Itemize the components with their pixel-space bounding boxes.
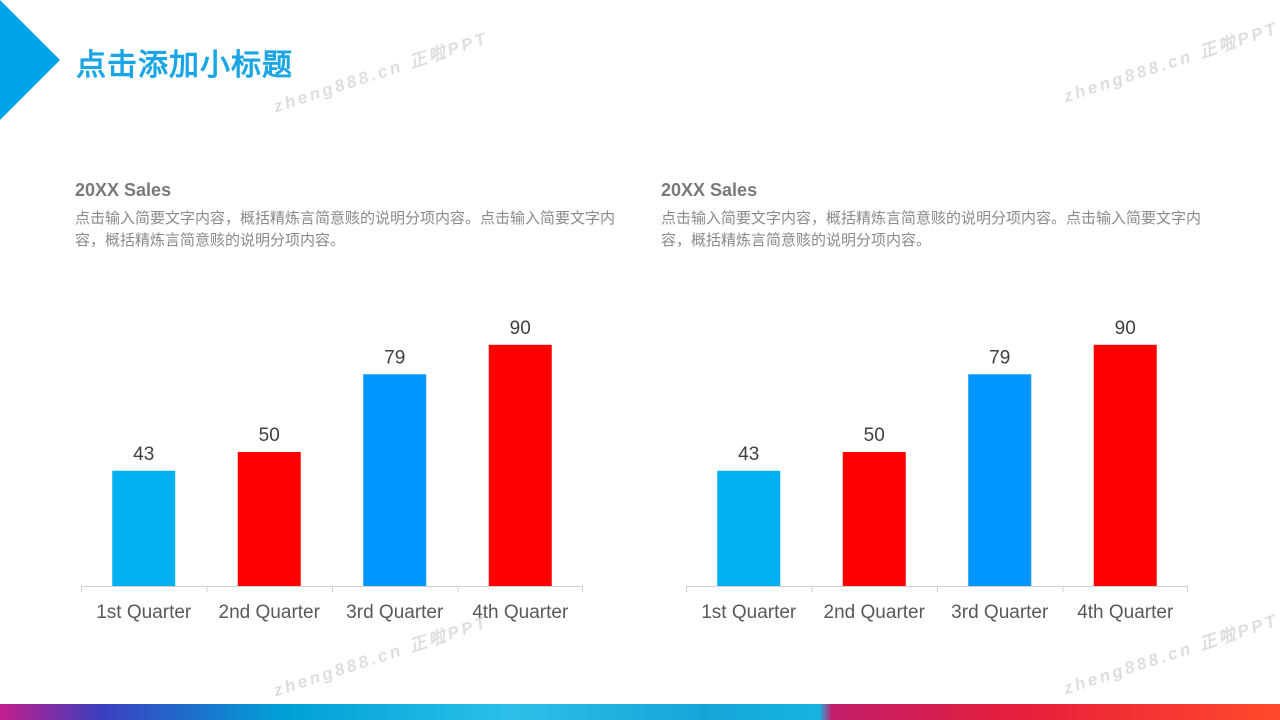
data-label: 79 — [384, 347, 405, 368]
sales-panel-right: 20XX Sales 点击输入简要文字内容，概括精炼言简意赅的说明分项内容。点击… — [661, 176, 1221, 251]
tick-label: 2nd Quarter — [824, 602, 926, 623]
bar-chart-right: 43 1st Quarter 50 2nd Quarter 79 3rd Quarter 9… — [686, 318, 1188, 623]
bar — [968, 374, 1032, 586]
data-label: 43 — [133, 444, 154, 465]
bar — [842, 452, 906, 586]
data-label: 90 — [510, 318, 531, 339]
panel-heading: 20XX Sales — [75, 180, 172, 200]
data-label: 50 — [864, 425, 885, 446]
tick-label: 2nd Quarter — [219, 602, 321, 623]
data-label: 43 — [738, 444, 759, 465]
panel-description: 点击输入简要文字内容，概括精炼言简意赅的说明分项内容。点击输入简要文字内容，概括… — [661, 209, 1202, 249]
bar — [717, 470, 781, 586]
data-label: 79 — [989, 347, 1010, 368]
tick-label: 3rd Quarter — [346, 602, 444, 623]
data-label: 90 — [1115, 318, 1136, 339]
bottom-gradient-bar — [0, 704, 1280, 720]
bar — [237, 452, 301, 586]
tick-label: 3rd Quarter — [951, 602, 1049, 623]
watermark: zheng888.cn 正啦PPT — [271, 28, 491, 117]
bar — [363, 374, 427, 586]
tick-label: 4th Quarter — [472, 602, 569, 623]
page-title: 点击添加小标题 — [76, 48, 293, 83]
tick-label: 1st Quarter — [96, 602, 192, 623]
bar — [112, 470, 176, 586]
watermark: zheng888.cn 正啦PPT — [1061, 18, 1280, 107]
sales-panel-left: 20XX Sales 点击输入简要文字内容，概括精炼言简意赅的说明分项内容。点击… — [75, 176, 635, 251]
bar — [488, 344, 552, 586]
panel-heading: 20XX Sales — [661, 180, 758, 200]
bar — [1093, 344, 1157, 586]
data-label: 50 — [259, 425, 280, 446]
corner-triangle-decoration — [0, 0, 60, 120]
panel-description: 点击输入简要文字内容，概括精炼言简意赅的说明分项内容。点击输入简要文字内容，概括… — [75, 209, 616, 249]
tick-label: 1st Quarter — [701, 602, 797, 623]
tick-label: 4th Quarter — [1077, 602, 1174, 623]
bar-chart-left: 43 1st Quarter 50 2nd Quarter 79 3rd Quarter 9… — [81, 318, 583, 623]
